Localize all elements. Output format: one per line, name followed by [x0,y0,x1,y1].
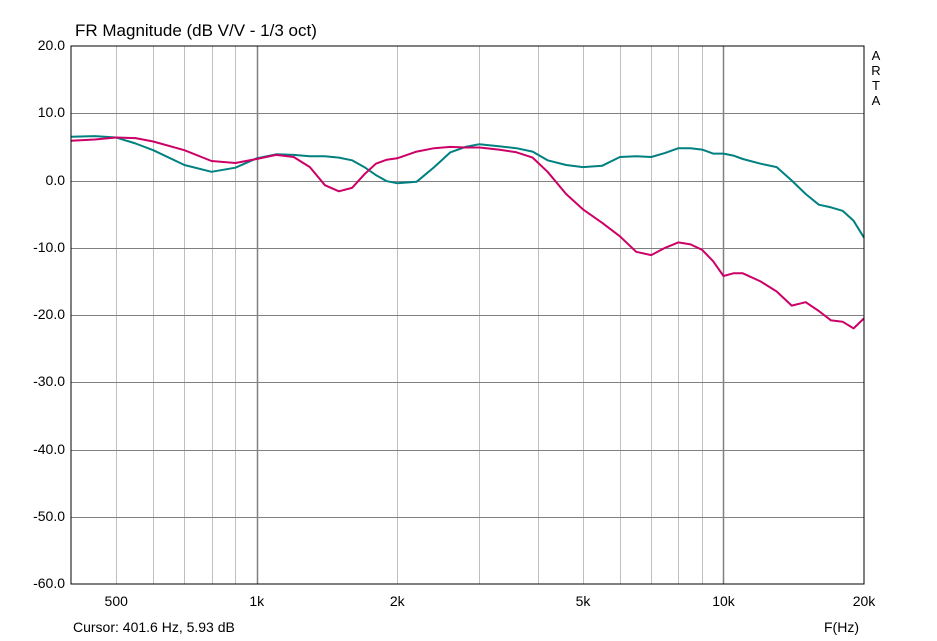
x-tick-label: 2k [389,593,405,609]
x-axis-title: F(Hz) [824,619,859,635]
y-tick-label: 0.0 [45,171,65,188]
x-tick-label: 5k [575,593,591,609]
y-tick-label: -50.0 [33,507,65,524]
x-tick-label: 20k [852,593,876,609]
y-tick-label: 20.0 [37,37,65,53]
brand-letter: R [871,63,881,78]
brand-letter: A [871,48,881,63]
x-tick-label: 1k [249,593,265,609]
y-tick-label: -40.0 [33,440,65,457]
y-tick-label: -30.0 [33,373,65,390]
y-tick-label: -20.0 [33,306,65,322]
brand-letter: A [871,93,881,108]
series [70,135,865,330]
x-tick-label: 500 [104,593,128,609]
cursor-readout: Cursor: 401.6 Hz, 5.93 dB [73,619,235,635]
y-tick-label: -60.0 [33,575,65,591]
plot-frame [70,45,865,585]
chart-title: FR Magnitude (dB V/V - 1/3 oct) [75,21,317,40]
y-tick-label: 10.0 [37,104,65,121]
x-tick-label: 10k [712,593,735,609]
brand-letter: T [872,78,880,93]
series-line-2 [70,136,865,330]
y-tick-label: -10.0 [33,238,65,255]
grid [71,46,864,584]
brand-label: A R T A [869,48,883,108]
